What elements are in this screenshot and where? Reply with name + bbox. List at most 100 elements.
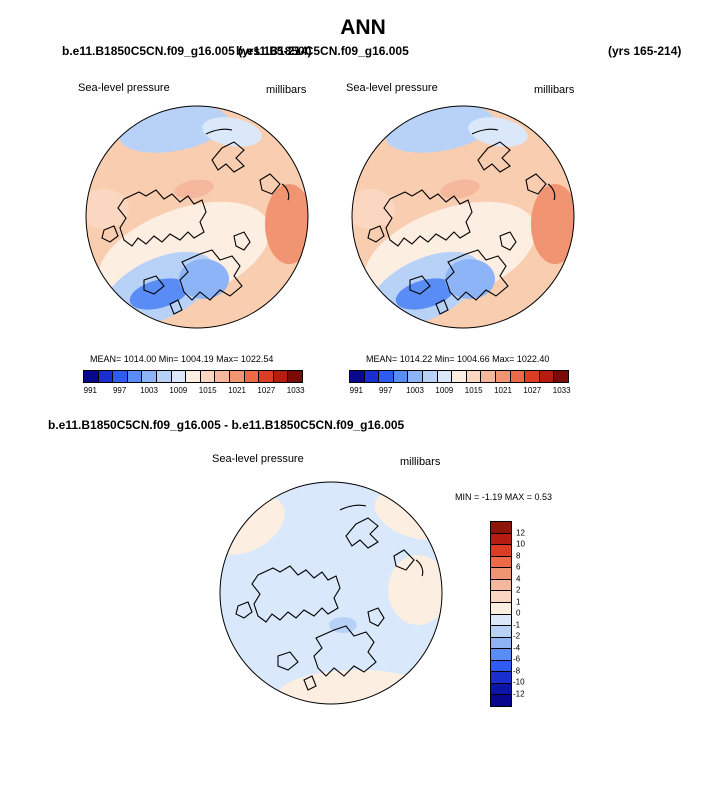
panel2-variable: Sea-level pressure <box>346 82 438 94</box>
colorbar-tick-label: 8 <box>516 551 521 560</box>
diff-stats: MIN = -1.19 MAX = 0.53 <box>455 492 553 502</box>
colorbar-swatch <box>491 545 511 557</box>
diff-units: millibars <box>400 456 441 468</box>
colorbar-swatch <box>288 371 302 382</box>
coastline <box>345 517 379 549</box>
colorbar-tick-label: -6 <box>513 654 521 664</box>
panel2-colorbar: 991 997 1003 1009 1015 1021 1027 1033 <box>349 370 571 398</box>
figure-title: ANN <box>340 16 386 39</box>
colorbar-tick-label: 1021 <box>494 386 512 395</box>
coastline <box>143 275 165 295</box>
colorbar-swatch <box>491 522 511 534</box>
diff-title: b.e11.B1850C5CN.f09_g16.005 - b.e11.B185… <box>48 418 405 432</box>
coastline <box>499 231 517 251</box>
colorbar-swatch <box>491 695 511 706</box>
colorbar-swatch <box>491 579 511 592</box>
abs-colorbar-swatches <box>349 370 569 383</box>
panel2-units: millibars <box>534 84 575 96</box>
diff-colorbar-swatches <box>490 521 512 707</box>
colorbar-tick-label: 0 <box>516 608 521 618</box>
colorbar-swatch <box>491 637 511 650</box>
colorbar-swatch <box>437 371 453 382</box>
colorbar-swatch <box>215 371 230 382</box>
coastline <box>211 141 245 173</box>
coastline <box>259 173 281 195</box>
diff-variable: Sea-level pressure <box>212 453 304 465</box>
low-pressure-region <box>468 117 528 147</box>
map-boundary <box>219 481 443 705</box>
colorbar-swatch <box>422 371 438 382</box>
coastline <box>471 128 499 135</box>
coastline <box>251 565 341 623</box>
colorbar-tick-label: 6 <box>516 562 521 572</box>
colorbar-tick-label: 10 <box>516 539 525 549</box>
colorbar-tick-label: 1033 <box>552 386 571 395</box>
colorbar-swatch <box>525 371 540 382</box>
diff-colorbar-ticks: 12 10 8 6 4 2 1 0 -1 -2 -4 -6 -8 -10 -12 <box>513 521 543 705</box>
colorbar-swatch <box>481 371 496 382</box>
colorbar-swatch <box>142 371 157 382</box>
panel1-units: millibars <box>266 84 307 96</box>
abs-colorbar-ticks: 991 997 1003 1009 1015 1021 1027 1033 <box>349 386 571 398</box>
colorbar-swatch <box>244 371 260 382</box>
colorbar-swatch <box>539 371 555 382</box>
colorbar-tick-label: -1 <box>513 620 521 629</box>
colorbar-swatch <box>259 371 274 382</box>
colorbar-swatch <box>171 371 187 382</box>
polar-map-diff <box>219 481 443 705</box>
colorbar-tick-label: 12 <box>516 528 525 537</box>
colorbar-tick-label: 1009 <box>169 386 188 395</box>
coastline-layer <box>367 128 556 315</box>
coastline <box>169 299 183 315</box>
coastline <box>281 183 290 201</box>
coastline <box>547 183 556 201</box>
coastline <box>477 141 511 173</box>
colorbar-tick-label: 997 <box>112 386 127 395</box>
coastline <box>313 625 377 677</box>
colorbar-swatch <box>491 591 511 603</box>
colorbar-tick-label: 991 <box>83 386 98 395</box>
colorbar-swatch <box>350 371 365 382</box>
coastline <box>235 601 253 619</box>
map-fill-layer <box>86 106 308 328</box>
coastline <box>101 225 119 243</box>
colorbar-tick-label: 997 <box>378 386 393 395</box>
map-fill-layer <box>352 106 574 328</box>
colorbar-tick-label: 1009 <box>435 386 454 395</box>
colorbar-swatch <box>113 371 128 382</box>
coastline <box>383 189 473 247</box>
colorbar-swatch <box>273 371 289 382</box>
colorbar-swatch <box>200 371 216 382</box>
colorbar-swatch <box>84 371 99 382</box>
colorbar-swatch <box>491 614 511 627</box>
coastline <box>339 504 367 511</box>
colorbar-swatch <box>491 533 511 546</box>
colorbar-swatch <box>408 371 423 382</box>
high-pressure-region <box>174 179 214 199</box>
polar-map-panel2 <box>351 105 575 329</box>
colorbar-tick-label: 2 <box>516 585 521 595</box>
coastline <box>435 299 449 315</box>
colorbar-swatch <box>98 371 114 382</box>
coastline <box>367 607 385 627</box>
panel1-variable: Sea-level pressure <box>78 82 170 94</box>
colorbar-swatch <box>491 660 511 673</box>
colorbar-tick-label: 4 <box>516 574 521 583</box>
diff-colorbar <box>490 521 512 707</box>
colorbar-swatch <box>393 371 409 382</box>
high-pressure-center <box>531 184 574 264</box>
colorbar-tick-label: -12 <box>513 689 525 698</box>
abs-colorbar-ticks: 991 997 1003 1009 1015 1021 1027 1033 <box>83 386 305 398</box>
coastline <box>393 549 415 571</box>
colorbar-swatch <box>364 371 380 382</box>
colorbar-swatch <box>491 626 511 638</box>
case-title-left: b.e11.B1850C5CN.f09_g16.005 (yrs 165-214… <box>62 44 312 58</box>
coastline-layer <box>101 128 290 315</box>
colorbar-tick-label: -8 <box>513 666 521 675</box>
colorbar-swatch <box>491 556 511 569</box>
colorbar-tick-label: 1027 <box>523 386 542 395</box>
colorbar-swatch <box>491 683 511 696</box>
coastline <box>415 559 424 577</box>
colorbar-swatch <box>379 371 394 382</box>
colorbar-swatch <box>229 371 245 382</box>
